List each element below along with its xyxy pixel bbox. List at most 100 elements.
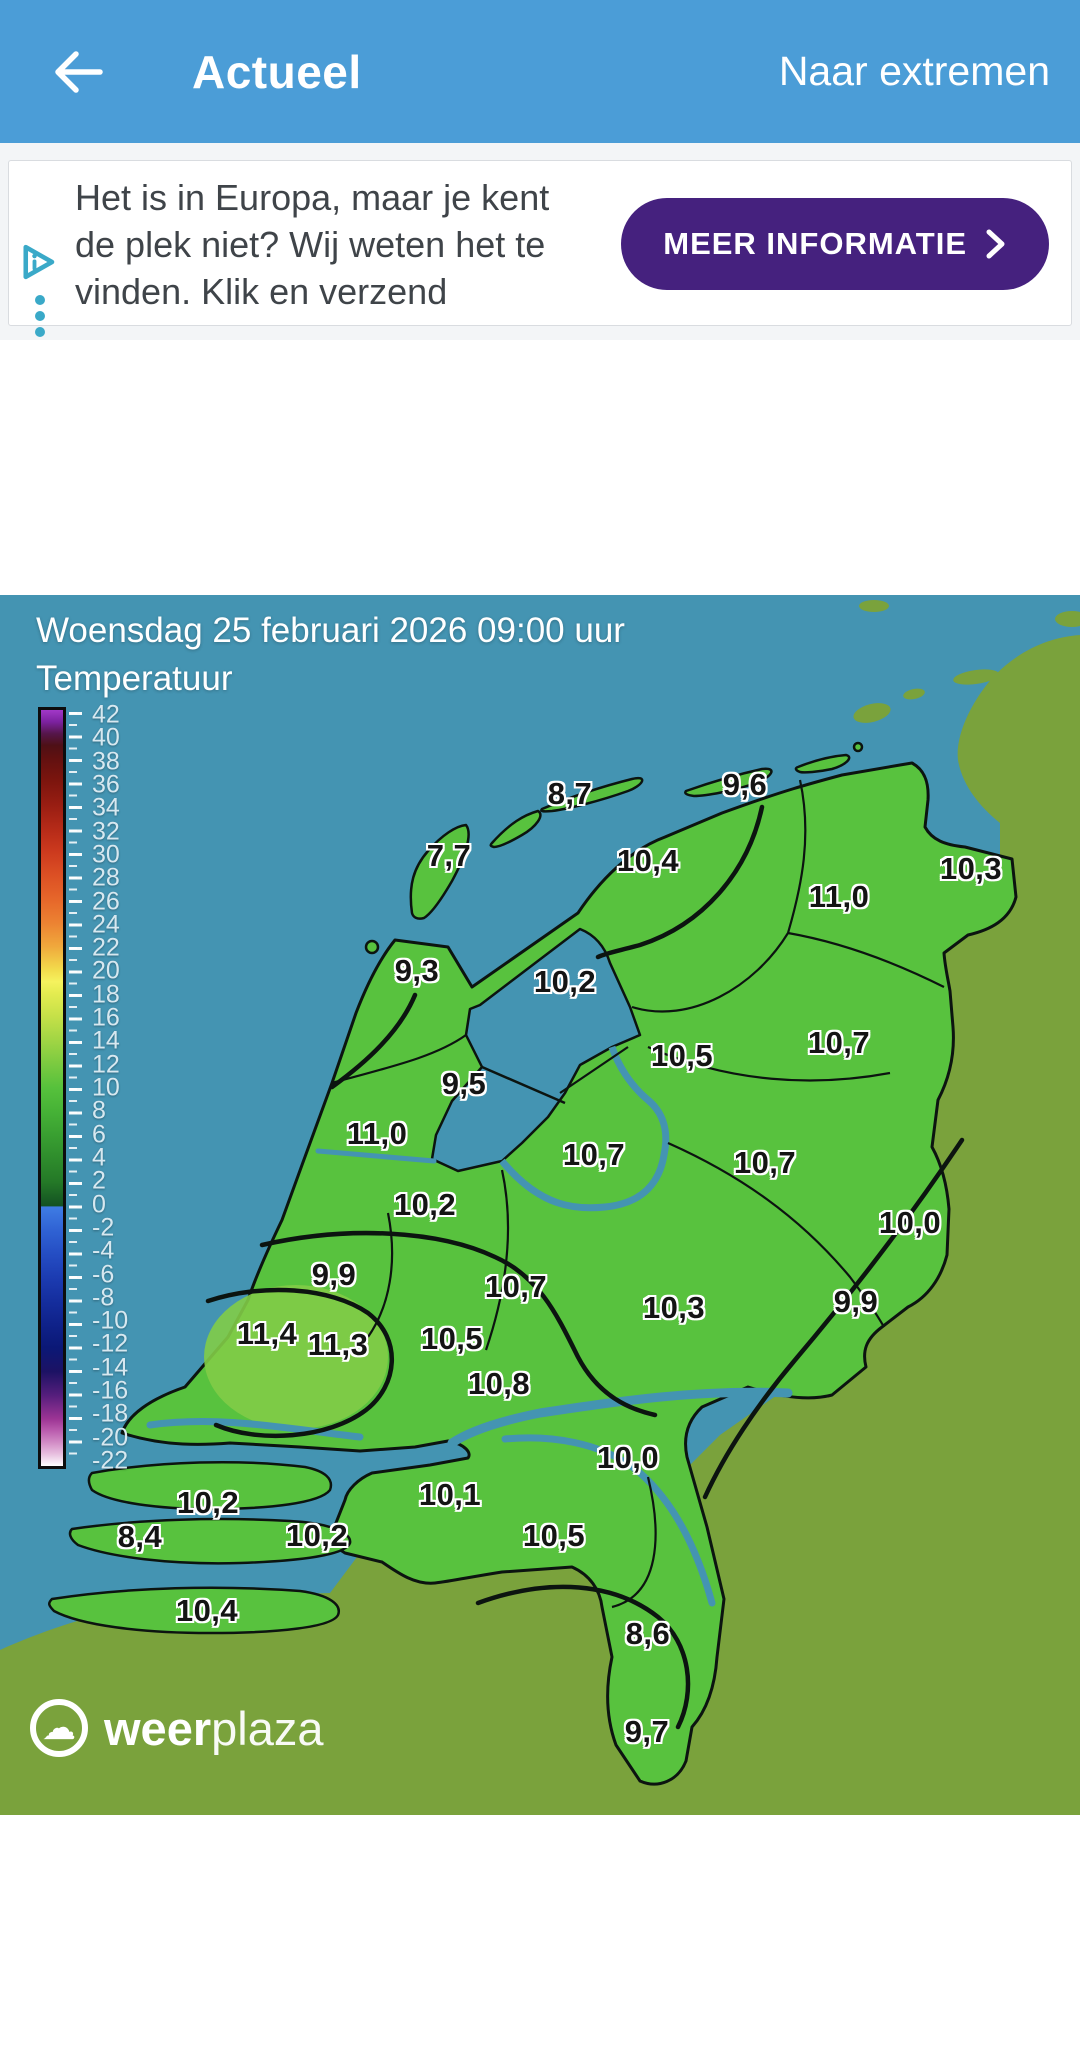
temperature-legend: 42 40 38 36 34 32 30 28 26 24 22 20 18 16 14 12 10 8 6 4 2 0-…	[38, 701, 188, 1487]
temp-label: 10,5	[522, 1518, 586, 1553]
back-button[interactable]	[52, 42, 114, 102]
legend-tick-label: -2	[92, 1213, 115, 1242]
weerplaza-logo: ☁ weerplaza	[30, 1699, 324, 1757]
ad-text-line: vinden. Klik en verzend	[75, 270, 448, 312]
randmeren-water	[499, 1045, 670, 1212]
ad-menu-dots-icon[interactable]	[35, 295, 47, 343]
temp-label: 10,2	[533, 964, 597, 999]
legend-tick-label: 36	[92, 770, 120, 799]
legend-tick-label: 22	[92, 933, 120, 962]
legend-major-ticks	[69, 712, 82, 1464]
meer-informatie-button[interactable]: MEER INFORMATIE	[621, 198, 1049, 290]
temp-label: 11,0	[346, 1116, 408, 1151]
temp-label: 10,2	[176, 1485, 240, 1520]
legend-tick-label: 6	[92, 1120, 106, 1149]
ijsselmeer-lake	[430, 927, 642, 1173]
legend-tick-label: 20	[92, 956, 120, 985]
legend-tick-label: -8	[92, 1283, 115, 1312]
wadden-islands	[364, 741, 864, 955]
legend-tick-label: 30	[92, 840, 120, 869]
temp-label: 10,8	[467, 1366, 531, 1401]
legend-tick-label: 32	[92, 817, 120, 846]
netherlands-map-graphic	[0, 595, 1080, 1815]
legend-tick-label: -10	[92, 1306, 129, 1335]
legend-tick-label: 40	[92, 723, 120, 752]
temp-label: 11,4	[236, 1316, 298, 1351]
ad-text-line: Het is in Europa, maar je kent	[75, 177, 550, 218]
ad-text: Het is in Europa, maar je kent de plek n…	[75, 175, 549, 315]
ad-button-label: MEER INFORMATIE	[663, 226, 967, 261]
legend-tick-label: 38	[92, 747, 120, 776]
legend-tick-label: 8	[92, 1096, 106, 1125]
temp-label: 10,5	[420, 1321, 484, 1356]
temp-label: 9,3	[394, 953, 440, 988]
ad-text-line: de plek niet? Wij weten het te	[75, 223, 546, 265]
legend-tick-label: -22	[92, 1446, 129, 1475]
rivers	[146, 1148, 793, 1607]
page-title: Actueel	[192, 45, 362, 98]
naar-extremen-link[interactable]: Naar extremen	[778, 48, 1050, 94]
legend-tick-label: -12	[92, 1329, 129, 1358]
temp-label: 10,1	[418, 1477, 482, 1512]
legend-tick-label: 28	[92, 863, 120, 892]
temp-label: 10,7	[807, 1025, 871, 1060]
temp-label: 11,3	[307, 1327, 369, 1362]
map-title-block: Woensdag 25 februari 2026 09:00 uur Temp…	[36, 607, 625, 704]
temp-label: 8,7	[547, 776, 593, 811]
temp-label: 10,0	[596, 1440, 660, 1475]
cloud-icon: ☁	[30, 1699, 88, 1757]
legend-tick-label: 16	[92, 1003, 120, 1032]
ad-card[interactable]: Het is in Europa, maar je kent de plek n…	[8, 160, 1072, 337]
legend-tick-label: -20	[92, 1423, 129, 1452]
legend-tick-label: 26	[92, 887, 120, 915]
legend-tick-label: 12	[92, 1050, 120, 1079]
temp-label: 10,5	[650, 1038, 714, 1073]
arrow-left-icon	[55, 50, 103, 93]
legend-tick-label: 42	[92, 700, 120, 729]
legend-tick-label: 2	[92, 1166, 106, 1195]
legend-tick-label: -16	[92, 1376, 129, 1405]
map-title: Woensdag 25 februari 2026 09:00 uur	[36, 611, 625, 650]
houtribdijk	[481, 1065, 566, 1105]
legend-tick-label: -6	[92, 1260, 115, 1288]
temp-label: 8,6	[625, 1616, 671, 1651]
legend-tick-label: -4	[92, 1236, 115, 1265]
temp-label: 9,9	[833, 1284, 879, 1319]
temp-label: 10,3	[939, 851, 1003, 886]
legend-tick-label: 4	[92, 1143, 106, 1172]
adchoices-icon[interactable]	[17, 241, 59, 283]
legend-tick-label: 18	[92, 980, 120, 1009]
legend-tick-label: 10	[92, 1073, 120, 1102]
netherlands-mainland	[120, 761, 1018, 1786]
temp-label: 11,0	[808, 879, 870, 914]
temp-label: 10,0	[878, 1205, 942, 1240]
temp-label: 9,7	[624, 1714, 670, 1749]
temp-label: 10,3	[642, 1290, 706, 1325]
temp-label: 9,9	[311, 1257, 357, 1292]
legend-tick-label: 34	[92, 793, 120, 822]
ad-banner-zone: Het is in Europa, maar je kent de plek n…	[0, 143, 1080, 340]
temp-label: 10,7	[484, 1269, 548, 1304]
temp-label: 9,6	[722, 767, 768, 802]
zeeland-islands	[48, 1460, 352, 1635]
legend-tick-label: 24	[92, 910, 120, 939]
temperature-map[interactable]: Woensdag 25 februari 2026 09:00 uur Temp…	[0, 595, 1080, 1815]
temp-label: 10,7	[562, 1137, 626, 1172]
temp-label: 10,4	[175, 1593, 239, 1628]
legend-tick-label: 14	[92, 1026, 120, 1055]
foreign-landmass	[0, 635, 1080, 1815]
temp-label: 10,2	[393, 1187, 457, 1222]
map-subtitle: Temperatuur	[36, 659, 233, 699]
legend-color-bar	[38, 707, 66, 1469]
legend-tick-label: -18	[92, 1399, 129, 1428]
temp-label: 9,5	[441, 1066, 487, 1101]
chevron-right-icon	[986, 229, 1005, 259]
legend-tick-label: 0	[92, 1190, 106, 1219]
temp-label: 10,7	[733, 1145, 797, 1180]
german-islands	[853, 600, 1080, 723]
temp-label: 7,7	[426, 838, 472, 873]
temp-label: 10,2	[285, 1518, 349, 1553]
isotherm-contours	[205, 804, 965, 1730]
temp-label: 8,4	[117, 1519, 163, 1554]
